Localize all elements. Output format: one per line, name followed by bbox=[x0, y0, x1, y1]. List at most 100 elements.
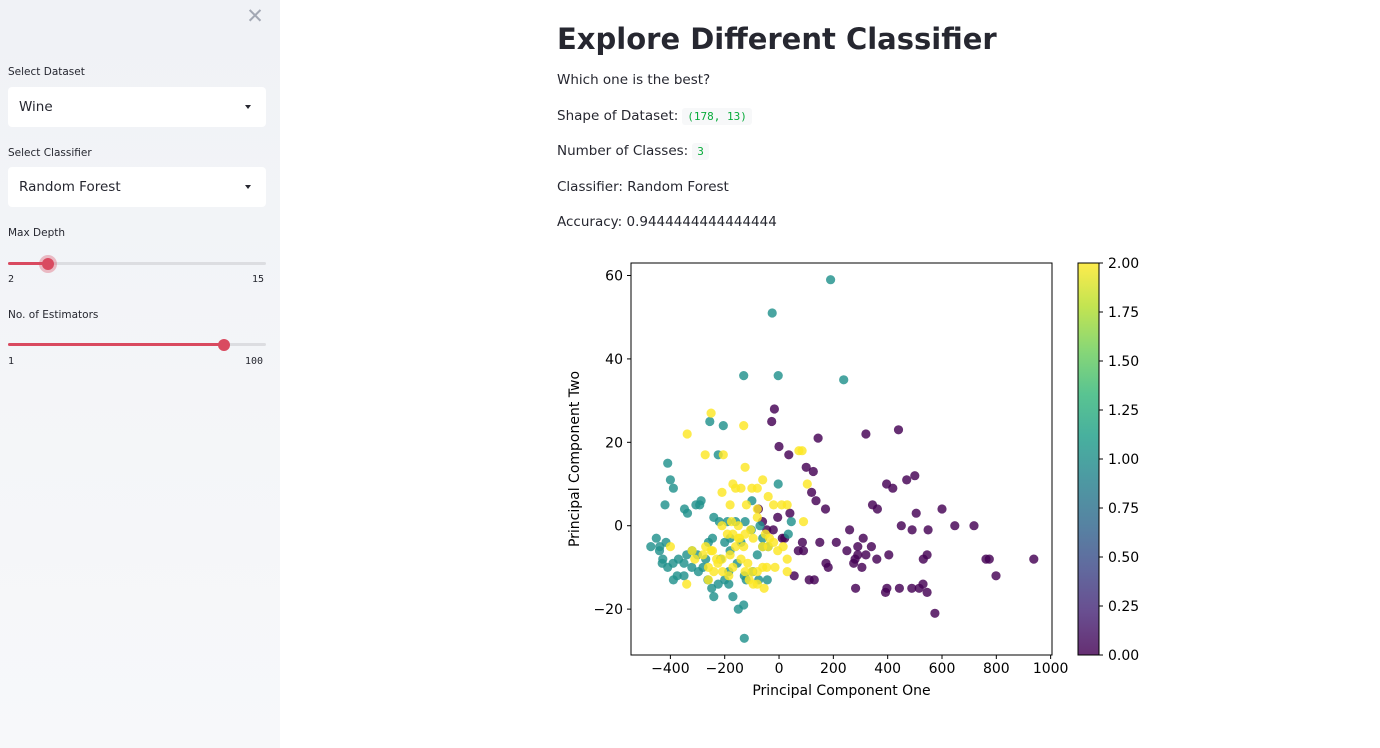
estimators-max: 100 bbox=[245, 356, 264, 367]
estimators-min: 1 bbox=[8, 356, 15, 367]
data-point bbox=[763, 491, 773, 502]
data-point bbox=[740, 567, 750, 577]
pca-scatter-svg: −400 −200 0 200 400 600 800 1000−200204060Princ… bbox=[567, 256, 1139, 699]
colorbar-tick-label: 1.25 bbox=[1108, 403, 1139, 419]
data-point bbox=[789, 571, 799, 581]
num-classes-value: 3 bbox=[692, 143, 709, 160]
classifier-select-value: Random Forest bbox=[19, 179, 121, 195]
data-point bbox=[910, 471, 920, 481]
x-tick-label: 600 bbox=[929, 661, 956, 677]
data-point bbox=[739, 633, 749, 643]
data-point bbox=[813, 433, 823, 443]
estimators-slider-thumb[interactable] bbox=[218, 338, 231, 351]
data-point bbox=[718, 450, 728, 460]
estimators-label: No. of Estimators bbox=[8, 309, 99, 321]
accuracy-line: Accuracy: 0.9444444444444444 bbox=[557, 214, 777, 230]
data-point bbox=[672, 571, 682, 581]
data-point bbox=[811, 496, 821, 506]
estimators-slider[interactable] bbox=[8, 338, 266, 351]
data-point bbox=[880, 587, 891, 597]
data-point bbox=[808, 466, 818, 477]
data-point bbox=[907, 583, 917, 593]
data-point bbox=[741, 500, 751, 510]
data-point bbox=[758, 475, 768, 485]
data-point bbox=[911, 508, 921, 518]
data-point bbox=[950, 521, 960, 531]
data-point bbox=[740, 517, 750, 527]
data-point bbox=[720, 537, 730, 547]
data-point bbox=[786, 517, 796, 527]
dataset-select[interactable]: Wine bbox=[8, 87, 266, 127]
data-point bbox=[804, 575, 814, 585]
data-point bbox=[798, 517, 809, 527]
max-depth-slider-thumb[interactable] bbox=[41, 257, 54, 270]
colorbar-tick-label: 0.50 bbox=[1108, 550, 1139, 566]
x-tick-label: 0 bbox=[775, 661, 784, 677]
data-point bbox=[918, 554, 928, 564]
data-point bbox=[872, 504, 882, 514]
data-point bbox=[752, 550, 762, 560]
num-classes-line: Number of Classes: 3 bbox=[557, 143, 709, 160]
data-point bbox=[902, 475, 912, 485]
num-classes-label: Number of Classes: bbox=[557, 143, 689, 159]
data-point bbox=[713, 558, 723, 568]
data-point bbox=[651, 533, 661, 543]
data-point bbox=[707, 583, 717, 593]
data-point bbox=[807, 487, 817, 497]
colorbar-tick-label: 0.25 bbox=[1108, 599, 1139, 615]
x-axis-label: Principal Component One bbox=[752, 683, 930, 699]
data-point bbox=[853, 550, 863, 560]
close-icon[interactable]: ✕ bbox=[246, 4, 264, 28]
data-point bbox=[784, 450, 794, 460]
data-point bbox=[701, 542, 711, 552]
data-point bbox=[820, 504, 831, 514]
colorbar-tick-label: 0.75 bbox=[1108, 501, 1139, 517]
data-point bbox=[707, 533, 718, 543]
data-point bbox=[725, 550, 735, 560]
data-point bbox=[752, 504, 762, 514]
data-point bbox=[752, 512, 762, 522]
max-depth-slider[interactable] bbox=[8, 257, 266, 270]
data-point bbox=[709, 567, 719, 577]
data-point bbox=[782, 500, 792, 510]
data-point bbox=[733, 533, 743, 543]
colorbar-tick-label: 1.75 bbox=[1108, 305, 1139, 321]
data-point bbox=[739, 371, 749, 381]
max-depth-slider-fill bbox=[8, 262, 48, 265]
data-point bbox=[762, 562, 772, 572]
data-point bbox=[785, 508, 795, 518]
data-point bbox=[724, 571, 734, 581]
x-tick-label: 1000 bbox=[1033, 661, 1069, 677]
data-point bbox=[646, 542, 656, 552]
data-point bbox=[937, 504, 947, 514]
data-point bbox=[767, 308, 777, 318]
data-point bbox=[679, 571, 689, 581]
data-point bbox=[923, 525, 933, 535]
data-point bbox=[826, 275, 836, 285]
data-point bbox=[700, 450, 710, 460]
colorbar-tick-label: 1.50 bbox=[1108, 354, 1139, 370]
data-point bbox=[774, 441, 784, 452]
data-point bbox=[896, 521, 906, 531]
data-point bbox=[728, 479, 738, 489]
data-point bbox=[665, 542, 675, 552]
data-point bbox=[769, 500, 779, 510]
data-point bbox=[707, 546, 718, 556]
data-point bbox=[872, 554, 882, 564]
data-point bbox=[773, 512, 783, 522]
data-point bbox=[718, 421, 728, 431]
colorbar-tick-label: 1.00 bbox=[1108, 452, 1139, 468]
data-point bbox=[682, 579, 692, 589]
max-depth-label: Max Depth bbox=[8, 227, 66, 239]
data-point bbox=[687, 562, 697, 572]
data-point bbox=[842, 546, 852, 556]
data-point bbox=[914, 583, 924, 593]
data-point bbox=[798, 546, 809, 556]
max-depth-min: 2 bbox=[8, 274, 15, 285]
data-point bbox=[773, 546, 783, 556]
data-point bbox=[713, 579, 723, 589]
data-point bbox=[773, 479, 783, 489]
classifier-select[interactable]: Random Forest bbox=[8, 167, 266, 207]
data-point bbox=[851, 583, 861, 593]
data-point bbox=[861, 550, 871, 560]
